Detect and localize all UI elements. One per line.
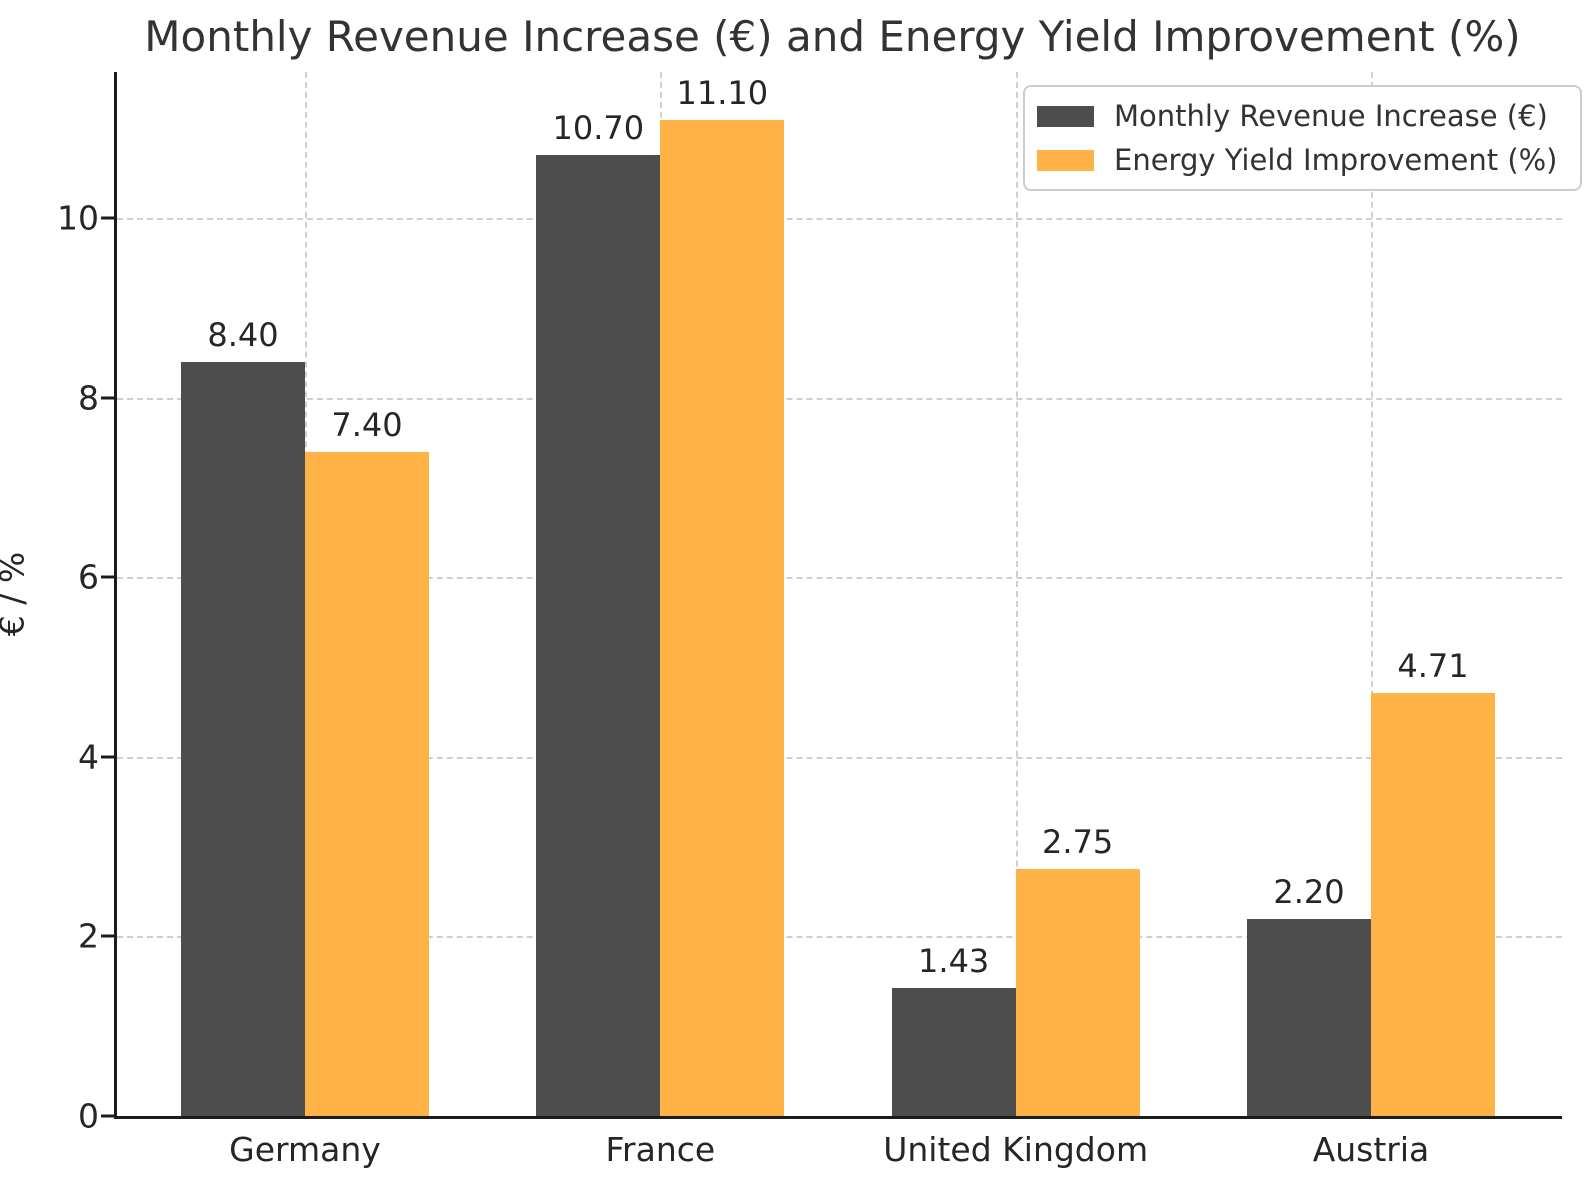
legend: Monthly Revenue Increase (€) Energy Yiel… [1023, 85, 1582, 191]
y-tick-mark [101, 575, 114, 579]
v-gridline [1015, 72, 1018, 1116]
plot-area: 0 2 4 6 8 10 Germany France United Kingdom Austri… [57, 72, 1562, 1169]
bar-value-label: 8.40 [207, 315, 279, 354]
y-tick-mark [101, 216, 114, 220]
x-axis-spine [114, 1116, 1562, 1119]
y-tick-mark [101, 396, 114, 400]
bar [1246, 918, 1371, 1116]
bar-value-label: 10.70 [552, 109, 645, 148]
bar-value-label: 4.71 [1397, 647, 1469, 686]
bar-value-label: 11.10 [676, 73, 769, 112]
y-tick-label: 0 [78, 1096, 99, 1136]
y-tick-label: 2 [78, 916, 99, 956]
y-tick-label: 4 [78, 737, 99, 777]
y-tick-label: 8 [78, 378, 99, 418]
x-tick-label: Germany [229, 1130, 381, 1169]
legend-swatch-yield-icon [1037, 149, 1094, 171]
y-tick-label: 10 [57, 198, 99, 238]
bar-value-label: 1.43 [918, 941, 990, 980]
legend-label-revenue: Monthly Revenue Increase (€) [1114, 99, 1548, 133]
bar [181, 361, 305, 1116]
legend-item-revenue: Monthly Revenue Increase (€) [1037, 99, 1558, 133]
bar [305, 451, 429, 1116]
h-gridline [117, 397, 1562, 400]
bar-value-label: 2.20 [1273, 872, 1345, 911]
y-axis-label: € / % [0, 552, 32, 636]
bar-value-label: 2.75 [1042, 823, 1114, 862]
y-tick-mark [101, 934, 114, 938]
bar [891, 987, 1016, 1116]
bar [536, 155, 661, 1116]
y-axis-spine [114, 72, 117, 1116]
x-tick-label: Austria [1312, 1130, 1430, 1169]
x-tick-label: United Kingdom [883, 1130, 1149, 1169]
y-tick-mark [101, 1114, 114, 1118]
legend-item-yield: Energy Yield Improvement (%) [1037, 143, 1558, 177]
h-gridline [117, 756, 1562, 759]
legend-swatch-revenue-icon [1037, 105, 1094, 127]
bar [1015, 869, 1140, 1116]
y-tick-label: 6 [78, 557, 99, 597]
v-gridline [1370, 72, 1373, 1116]
bar [1370, 693, 1495, 1116]
bar [660, 119, 785, 1116]
y-tick-mark [101, 755, 114, 759]
x-tick-label: France [605, 1130, 716, 1169]
bar-value-label: 7.40 [331, 405, 403, 444]
h-gridline [117, 218, 1562, 221]
legend-label-yield: Energy Yield Improvement (%) [1114, 143, 1558, 177]
h-gridline [117, 936, 1562, 939]
h-gridline [117, 577, 1562, 580]
chart-title: Monthly Revenue Increase (€) and Energy … [144, 12, 1521, 61]
